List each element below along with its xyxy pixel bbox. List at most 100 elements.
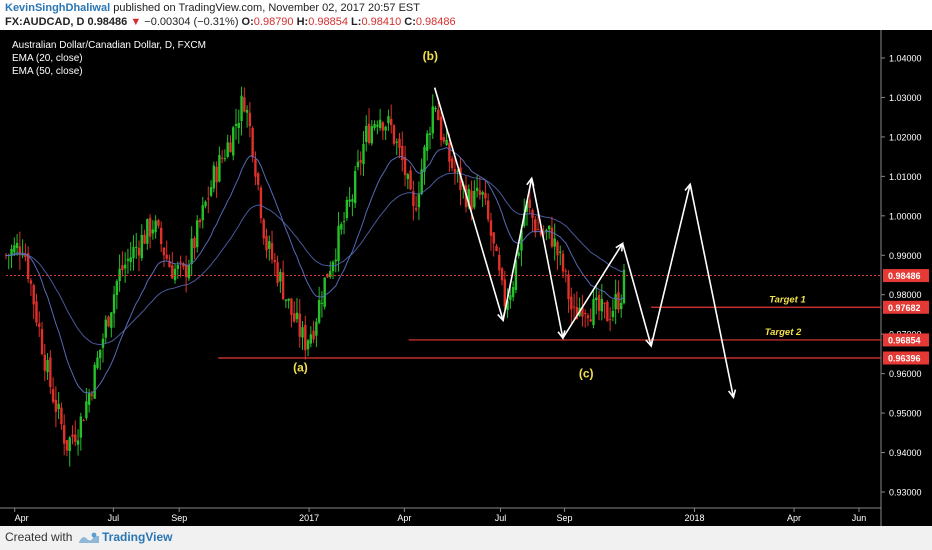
annotation-layer: (a) (b) (c) <box>293 49 593 381</box>
time-axis[interactable]: Apr Jul Sep 2017 Apr Jul Sep 2018 Apr Jun <box>14 508 867 523</box>
candle-body <box>293 313 296 322</box>
candle-body <box>431 106 434 134</box>
wave-label: (a) <box>293 361 308 375</box>
candle-body <box>304 324 307 351</box>
candle-body <box>426 133 429 151</box>
tradingview-logo-icon <box>79 532 99 543</box>
price-tick-label: 0.96000 <box>889 369 922 379</box>
candle-body <box>237 122 240 128</box>
price-tick-label: 1.04000 <box>889 54 922 64</box>
candle-body <box>500 268 504 281</box>
candle-body <box>492 232 495 244</box>
candle-body <box>370 126 373 144</box>
candle-body <box>473 190 476 208</box>
candle-body <box>542 233 545 235</box>
candle-body <box>392 125 396 144</box>
candle-body <box>184 264 188 278</box>
price-tag-label: 0.98486 <box>888 271 921 281</box>
candle-body <box>378 119 382 128</box>
candle-body <box>276 262 279 283</box>
open-value: 0.98790 <box>253 16 294 28</box>
candle-body <box>218 155 221 182</box>
candle-body <box>389 118 393 126</box>
candle-body <box>110 312 113 328</box>
candle-body <box>281 272 285 300</box>
candle-body <box>204 201 207 207</box>
created-with-text: Created with <box>5 530 73 544</box>
candle-body <box>268 241 271 249</box>
candle-body <box>412 191 415 207</box>
candle-body <box>570 296 573 310</box>
candle-body <box>559 251 562 253</box>
candle-body <box>60 407 63 425</box>
candle-body <box>157 220 160 226</box>
projection-segment <box>562 243 624 339</box>
candle-body <box>112 294 116 314</box>
candle-body <box>331 261 335 272</box>
candle-body <box>93 364 96 399</box>
candle-body <box>453 168 457 173</box>
candle-body <box>437 109 440 121</box>
chart-area[interactable]: Target 1 Target 2 (a) (b) (c) 1.04000 1.0300… <box>0 30 932 526</box>
projection-segment <box>502 178 533 321</box>
price-axis[interactable]: 1.04000 1.03000 1.02000 1.01000 1.00000 0.990… <box>881 54 929 498</box>
candle-body <box>43 354 46 371</box>
candle-body <box>356 161 360 168</box>
open-label: O: <box>241 16 254 28</box>
candle-body <box>523 213 526 227</box>
candle-body <box>475 187 479 191</box>
candle-body <box>484 192 487 199</box>
candle-body <box>99 349 102 359</box>
candle-body <box>101 338 105 348</box>
candle-body <box>179 261 182 263</box>
candle-body <box>196 220 199 248</box>
candle-body <box>525 201 529 212</box>
price-tag-label: 0.96854 <box>888 335 921 345</box>
time-tick-label: 2017 <box>299 513 319 523</box>
candle-body <box>143 234 146 244</box>
candle-body <box>248 112 252 127</box>
symbol-line: FX:AUDCAD, D 0.98486 ▼ −0.00304 (−0.31%)… <box>5 16 456 28</box>
candle-body <box>406 174 410 180</box>
candle-body <box>13 245 16 253</box>
candle-body <box>148 217 152 237</box>
candle-body <box>262 219 265 239</box>
candle-body <box>362 143 365 165</box>
candle-body <box>176 265 180 269</box>
legend-entry: EMA (50, close) <box>12 66 83 77</box>
candle-body <box>478 190 482 195</box>
candle-body <box>54 399 58 412</box>
candle-body <box>198 219 202 223</box>
candle-body <box>545 230 548 232</box>
candle-body <box>495 245 498 252</box>
candle-body <box>442 137 446 142</box>
candle-body <box>90 394 94 396</box>
candle-body <box>456 170 459 172</box>
candle-body <box>140 234 143 259</box>
candle-body <box>79 416 83 438</box>
candle-body <box>171 265 174 279</box>
candle-body <box>51 389 55 402</box>
candle-body <box>329 270 332 278</box>
candle-body <box>340 224 343 230</box>
candle-body <box>265 235 268 251</box>
candle-body <box>434 107 437 110</box>
wave-label: (c) <box>579 367 594 381</box>
tradingview-brand[interactable]: TradingView <box>102 530 173 544</box>
candle-body <box>182 263 185 267</box>
candle-body <box>617 292 620 310</box>
candle-body <box>137 247 141 256</box>
candle-body <box>348 199 351 202</box>
candle-body <box>29 280 33 284</box>
price-chart[interactable]: Target 1 Target 2 (a) (b) (c) 1.04000 1.0300… <box>0 30 932 526</box>
candle-body <box>600 299 604 312</box>
candle-body <box>428 133 432 135</box>
candle-body <box>301 327 304 338</box>
candle-body <box>367 123 371 143</box>
candle-body <box>509 295 512 301</box>
candle-body <box>10 249 13 256</box>
candle-body <box>337 225 340 262</box>
projection-segment <box>650 184 691 347</box>
price-tick-label: 0.94000 <box>889 448 922 458</box>
author-link[interactable]: KevinSinghDhaliwal <box>5 2 111 14</box>
